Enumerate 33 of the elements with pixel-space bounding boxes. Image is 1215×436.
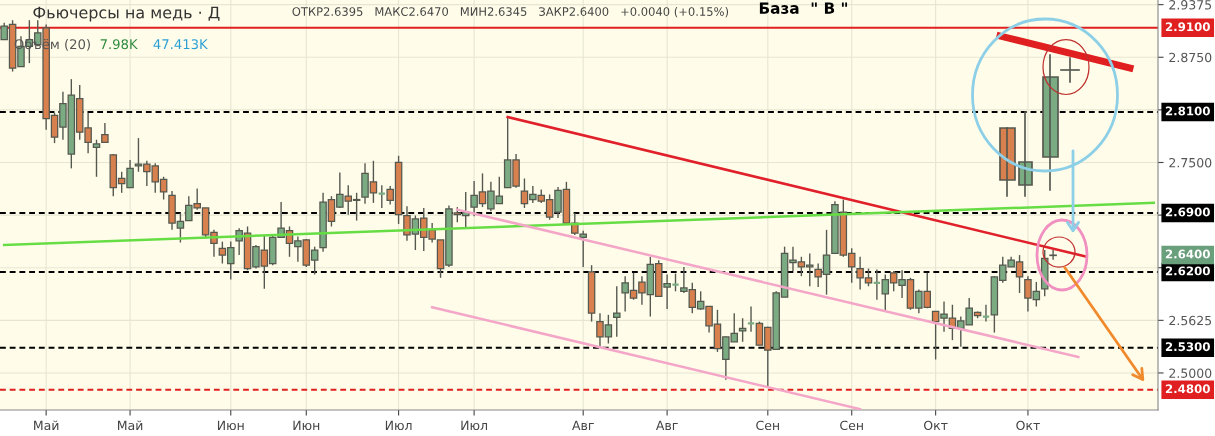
x-tick-label: Авг — [655, 420, 678, 430]
y-tick-label: 2.7500 — [1169, 157, 1212, 168]
annotation: База " В " — [759, 2, 848, 14]
candlestick — [738, 317, 747, 343]
x-tick-label: Сен — [840, 420, 863, 431]
x-tick-label: Окт — [1016, 420, 1040, 431]
annotation: 47.413K — [153, 39, 208, 50]
ref-line-label: 2.6200 — [1165, 266, 1210, 276]
x-tick-label: Сен — [756, 420, 779, 431]
x-tick-label: Май — [118, 420, 143, 431]
y-tick-label: 2.8750 — [1169, 52, 1212, 63]
x-tick-label: Июн — [293, 420, 320, 431]
text: ОТКР2.6395 МАКС2.6470 МИН2.6345 ЗАКР2.6400 +0.0040 (+0.15%) — [292, 6, 729, 18]
candlestick — [92, 139, 101, 178]
x-tick-label: Май — [34, 420, 59, 431]
ref-line-label: 2.4800 — [1165, 384, 1210, 394]
y-tick-label: 2.5625 — [1169, 315, 1212, 326]
chart-title: Фьючерсы на медь · Д — [33, 6, 220, 22]
y-tick-label: 2.9375 — [1169, 0, 1212, 10]
x-tick-label: Июл — [385, 420, 412, 431]
y-tick-label: 2.5000 — [1169, 368, 1212, 378]
ref-line-label: 2.9100 — [1165, 22, 1210, 32]
candlestick — [1049, 248, 1057, 261]
text: 2.6400 — [1165, 249, 1210, 259]
candlestick — [612, 285, 621, 338]
x-tick-label: Окт — [924, 420, 948, 431]
x-tick-label: Июн — [217, 420, 244, 431]
annotation: 7.98K — [100, 39, 138, 50]
ref-line-label: 2.5300 — [1165, 342, 1210, 352]
ref-line-label: 2.8100 — [1165, 106, 1210, 116]
x-tick-label: Июл — [461, 420, 487, 431]
x-tick-label: Авг — [572, 420, 594, 430]
ref-line-label: 2.6900 — [1165, 207, 1210, 217]
